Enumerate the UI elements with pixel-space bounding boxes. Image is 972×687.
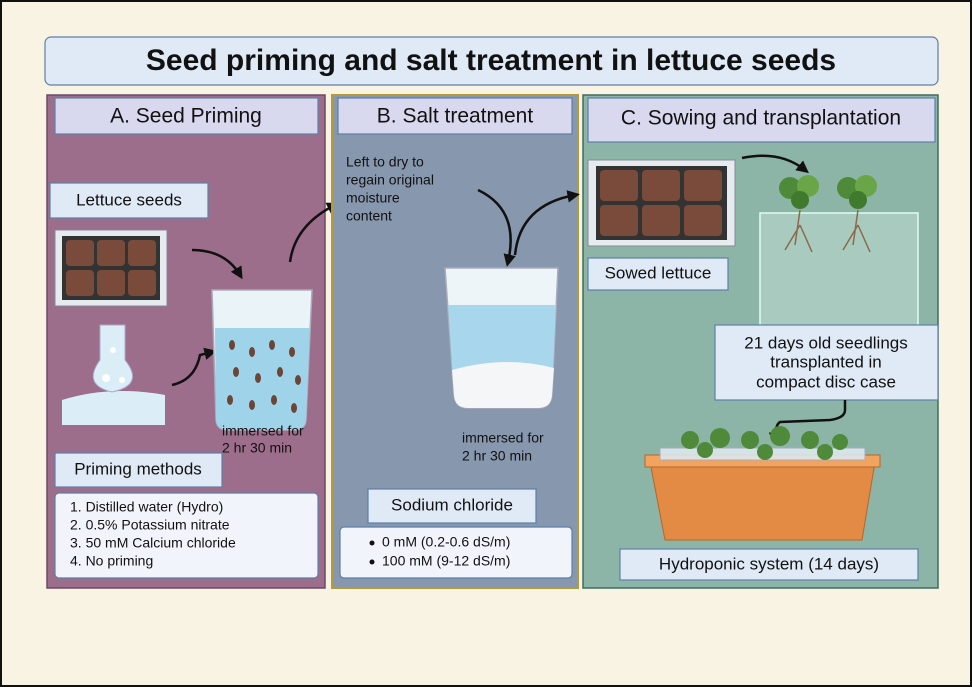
salt-title: Sodium chloride [391,495,513,514]
bullet [370,541,375,546]
note-text: Left to dry to [346,154,424,170]
immersion-text: immersed for [462,430,544,446]
bullet [370,560,375,565]
seed-tray [55,230,167,306]
panel-header: C. Sowing and transplantation [621,107,901,130]
method-item: 1. Distilled water (Hydro) [70,499,223,515]
immersion-text: 2 hr 30 min [222,440,292,456]
system-label: Hydroponic system (14 days) [659,554,879,573]
seedling-note: transplanted in [770,352,882,371]
seed-label: Lettuce seeds [76,190,182,209]
seedling-note: compact disc case [756,372,896,391]
note-text: content [346,208,392,224]
beaker [212,290,312,430]
seed-tray [588,160,735,246]
immersion-text: 2 hr 30 min [462,448,532,464]
panel-header: A. Seed Priming [110,105,262,128]
method-item: 4. No priming [70,553,153,569]
seedling-note: 21 days old seedlings [744,333,908,352]
salt-level: 100 mM (9-12 dS/m) [382,553,510,569]
title: Seed priming and salt treatment in lettu… [146,44,836,77]
method-item: 3. 50 mM Calcium chloride [70,535,236,551]
salt-level: 0 mM (0.2-0.6 dS/m) [382,534,510,550]
immersion-text: immersed for [222,423,304,439]
note-text: regain original [346,172,434,188]
beaker [445,268,558,408]
diagram: Seed priming and salt treatment in lettu… [0,0,972,687]
panel-header: B. Salt treatment [377,105,534,128]
method-item: 2. 0.5% Potassium nitrate [70,517,230,533]
methods-title: Priming methods [74,459,202,478]
sowed-label: Sowed lettuce [605,263,712,282]
note-text: moisture [346,190,400,206]
